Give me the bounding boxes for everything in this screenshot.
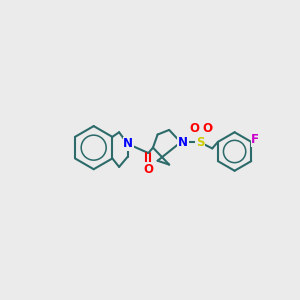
Text: S: S [195, 136, 205, 149]
Text: F: F [251, 133, 259, 146]
Text: N: N [178, 136, 188, 149]
Text: O: O [202, 122, 212, 135]
Text: F: F [251, 133, 259, 146]
Text: O: O [202, 122, 212, 135]
Text: N: N [178, 136, 188, 149]
Text: N: N [123, 137, 133, 150]
Text: N: N [123, 137, 133, 150]
Text: S: S [196, 136, 204, 149]
Text: O: O [143, 163, 153, 176]
Text: O: O [143, 163, 153, 176]
Text: O: O [190, 122, 200, 135]
Text: O: O [190, 122, 200, 135]
